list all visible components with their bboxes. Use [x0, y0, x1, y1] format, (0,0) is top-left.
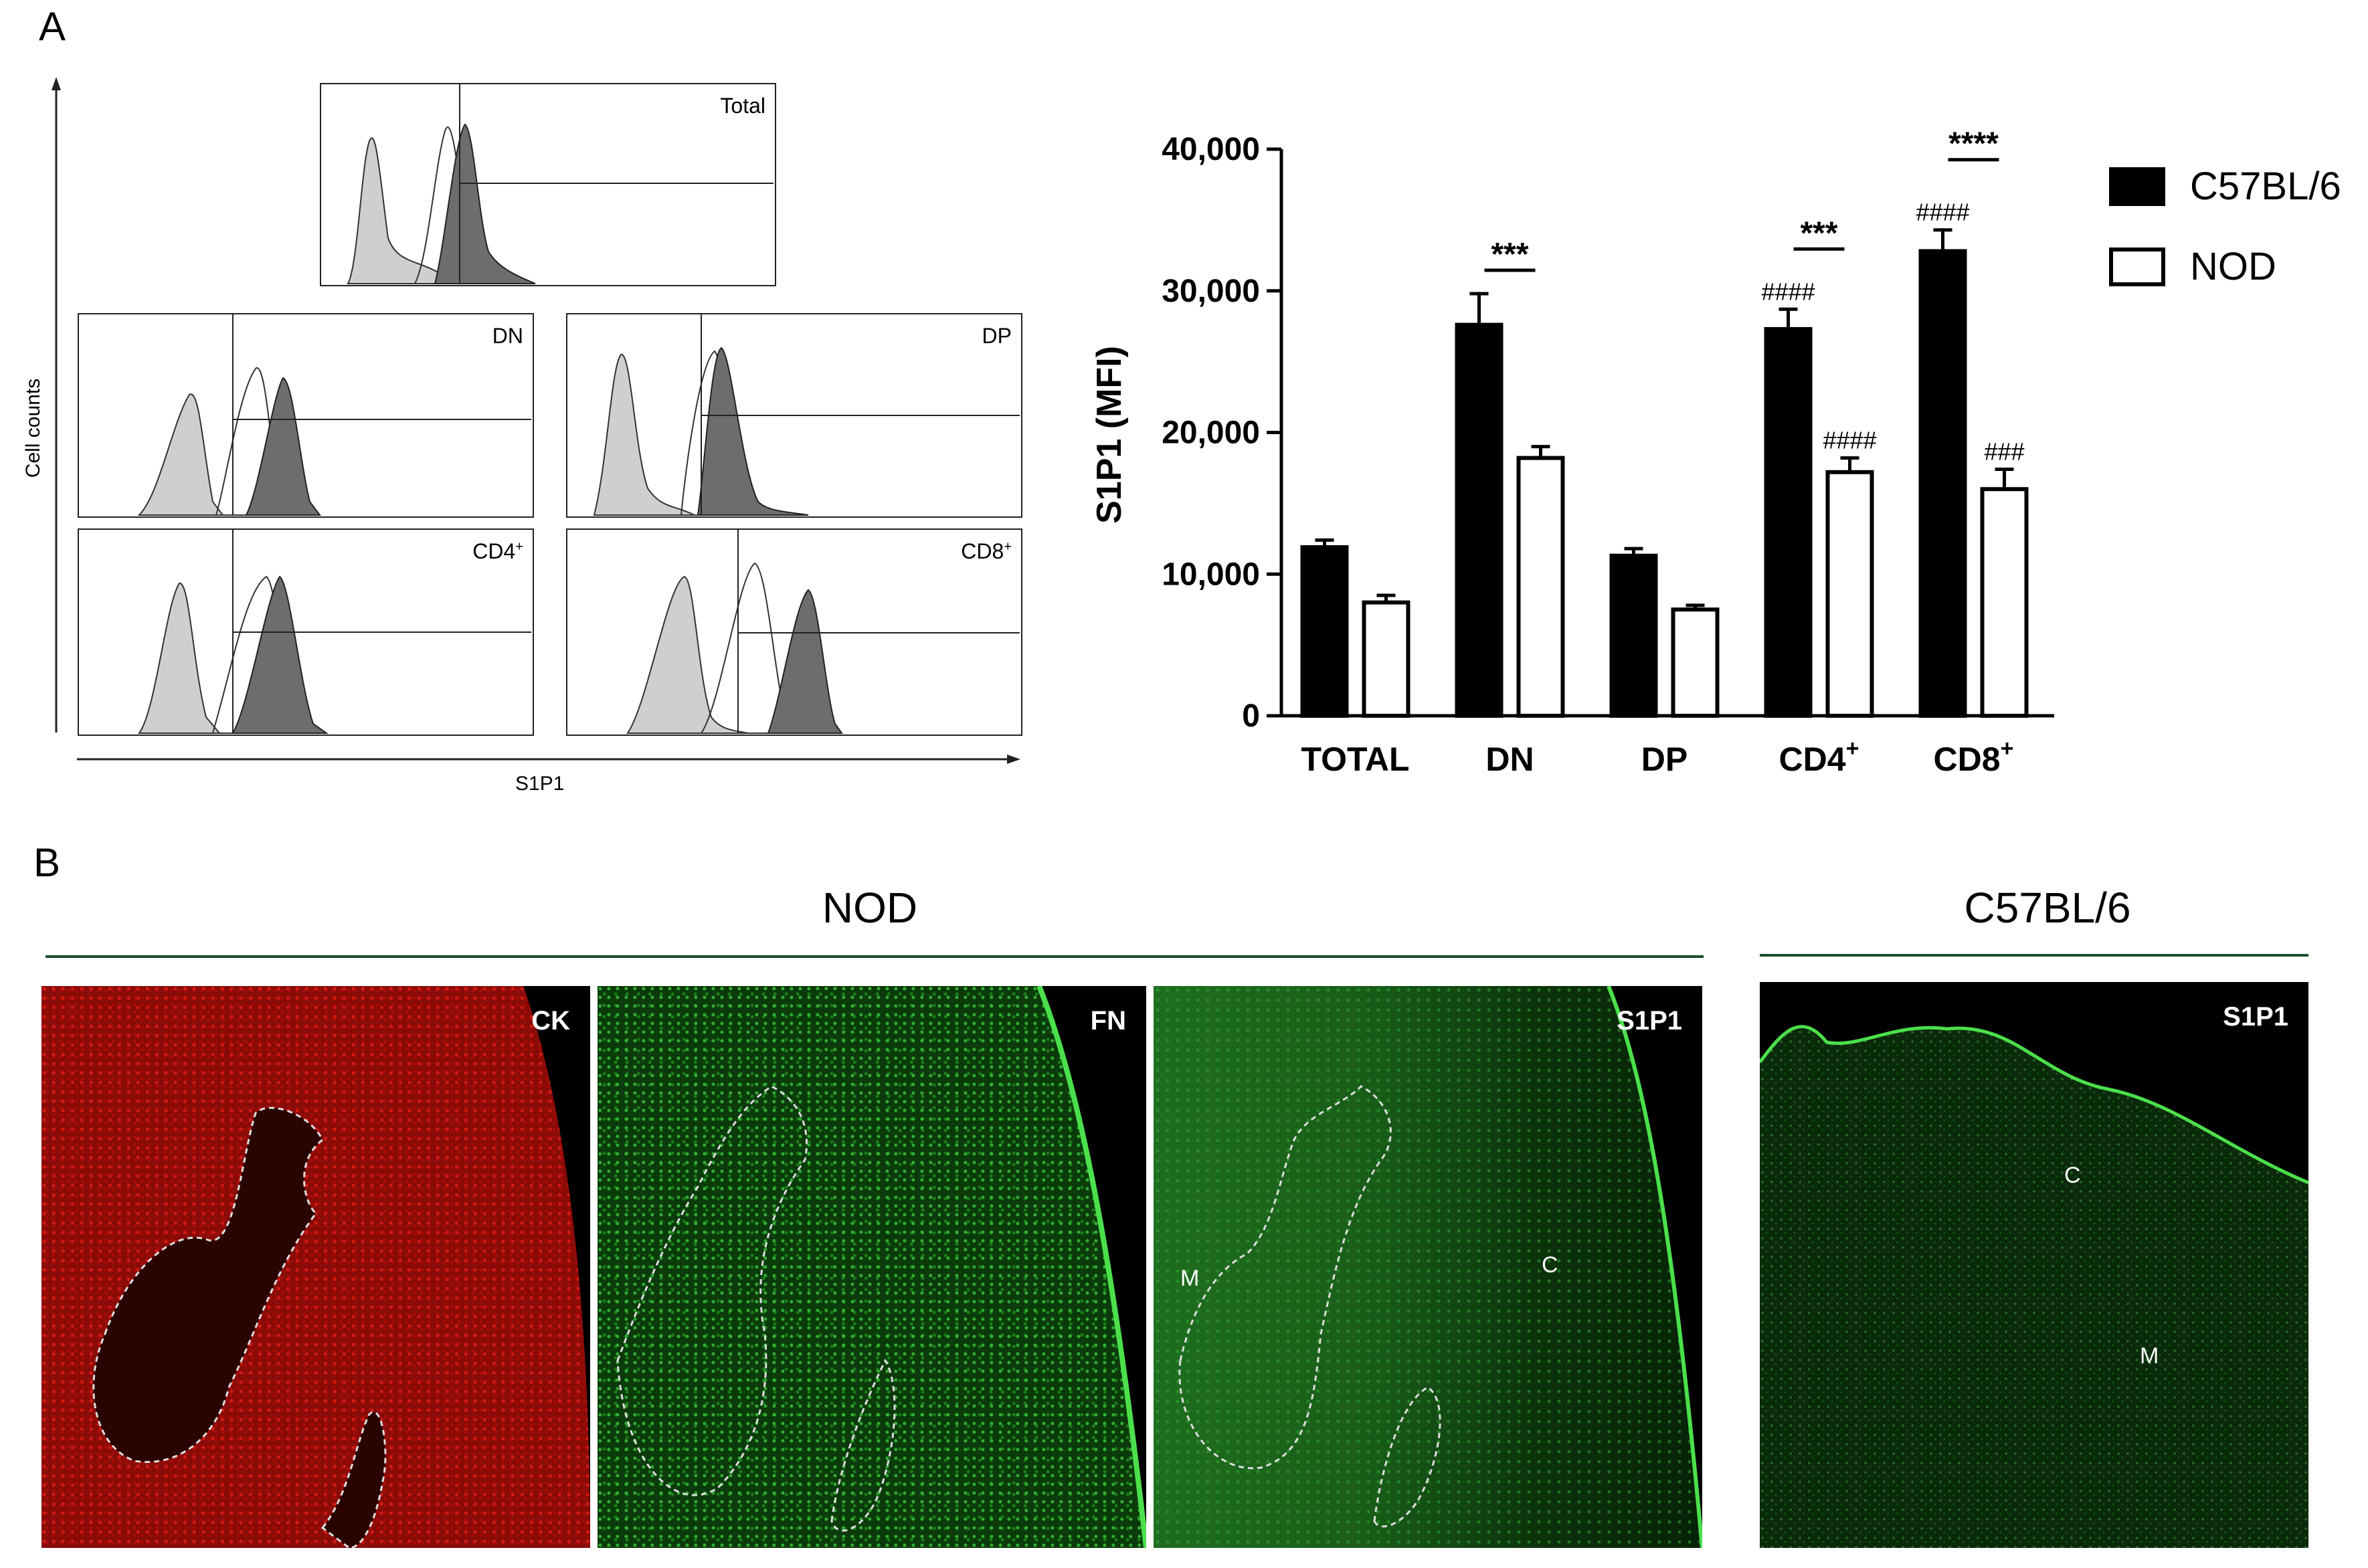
histogram-label-dp: DP	[982, 324, 1012, 348]
histogram-cd4: CD4+	[78, 528, 534, 736]
bar-c57bl-6-cd8-plus	[1918, 249, 1967, 718]
significance-label: ***	[1800, 215, 1837, 251]
x-tick-label: DN	[1485, 741, 1534, 778]
bar-nod-dn	[1516, 456, 1565, 718]
bar-nod-dp	[1671, 607, 1720, 718]
panel-a-letter: A	[39, 4, 66, 49]
micrograph-label-nod-s1p1: S1P1	[1617, 1006, 1682, 1036]
legend-label: NOD	[2190, 245, 2276, 288]
bar-c57bl-6-cd4-plus	[1764, 326, 1813, 718]
micrograph-label-c57-s1p1: S1P1	[2223, 1002, 2288, 1032]
bar-nod-total	[1362, 600, 1410, 718]
hash-mark-label: ####	[1761, 278, 1815, 305]
region-label-medulla: M	[1180, 1266, 1200, 1291]
micrograph-fn: FN	[598, 986, 1146, 1548]
y-tick-label: 40,000	[1162, 132, 1260, 167]
y-tick-label: 30,000	[1162, 274, 1260, 309]
y-axis-label: S1P1 (MFI)	[1090, 346, 1129, 524]
bar-nod-cd4-plus	[1825, 470, 1874, 718]
y-tick-label: 10,000	[1162, 557, 1260, 592]
hash-mark-label: ###	[1984, 438, 2024, 466]
bar-c57bl-6-dp	[1609, 553, 1658, 718]
superscript-plus: +	[1004, 539, 1012, 555]
histogram-y-axis-label: Cell counts	[22, 378, 44, 478]
micrograph-label-ck: CK	[531, 1006, 570, 1036]
c57bl6-divider	[1760, 954, 2308, 957]
nod-divider	[45, 955, 1704, 958]
micrograph-c57-s1p1: S1P1 C M	[1760, 982, 2308, 1548]
bar-nod-cd8-plus	[1980, 487, 2029, 718]
micrograph-nod-s1p1: S1P1 M C	[1154, 986, 1702, 1548]
histogram-label-cd4: CD4+	[472, 539, 523, 563]
region-label-medulla-c57: M	[2140, 1343, 2159, 1369]
histogram-label-cd8: CD8+	[961, 539, 1012, 563]
x-tick-label: DP	[1641, 741, 1688, 778]
significance-label: ***	[1491, 237, 1528, 272]
micrograph-label-fn: FN	[1090, 1006, 1126, 1036]
bar-c57bl-6-dn	[1455, 322, 1504, 718]
micrograph-ck: CK	[41, 986, 590, 1548]
header-c57bl6: C57BL/6	[1964, 884, 2131, 932]
x-tick-label: CD8+	[1934, 736, 2014, 778]
histogram-total: Total	[320, 83, 776, 286]
bar-c57bl-6-total	[1300, 545, 1349, 718]
histogram-dp: DP	[566, 313, 1022, 518]
histogram-dn: DN	[78, 313, 534, 518]
x-tick-label: TOTAL	[1301, 741, 1409, 778]
hash-mark-label: ####	[1916, 199, 1969, 226]
histogram-x-axis-label: S1P1	[515, 773, 565, 795]
superscript-plus: +	[1846, 736, 1859, 761]
histogram-label-dn: DN	[492, 324, 523, 348]
significance-label: ****	[1948, 126, 1999, 162]
y-tick-label: 0	[1242, 698, 1260, 734]
legend-label: C57BL/6	[2190, 165, 2341, 208]
superscript-plus: +	[2001, 736, 2014, 761]
region-label-cortex: C	[1542, 1252, 1558, 1278]
bar-chart: 0 10,000 20,000 30,000 40,000 S1P1 (MFI) TOTAL…	[1090, 126, 2341, 778]
histogram-cd8: CD8+	[566, 528, 1022, 736]
histogram-label-total: Total	[720, 94, 765, 118]
region-label-cortex-c57: C	[2064, 1163, 2081, 1188]
panel-b-letter: B	[33, 840, 61, 885]
x-tick-label: CD4+	[1779, 736, 1859, 778]
hash-mark-label: ####	[1823, 427, 1876, 454]
legend-swatch	[2109, 167, 2165, 206]
legend-swatch	[2109, 248, 2165, 286]
histogram-axes	[52, 77, 1020, 764]
y-tick-label: 20,000	[1162, 415, 1260, 451]
superscript-plus: +	[515, 539, 523, 555]
header-nod: NOD	[822, 884, 918, 932]
